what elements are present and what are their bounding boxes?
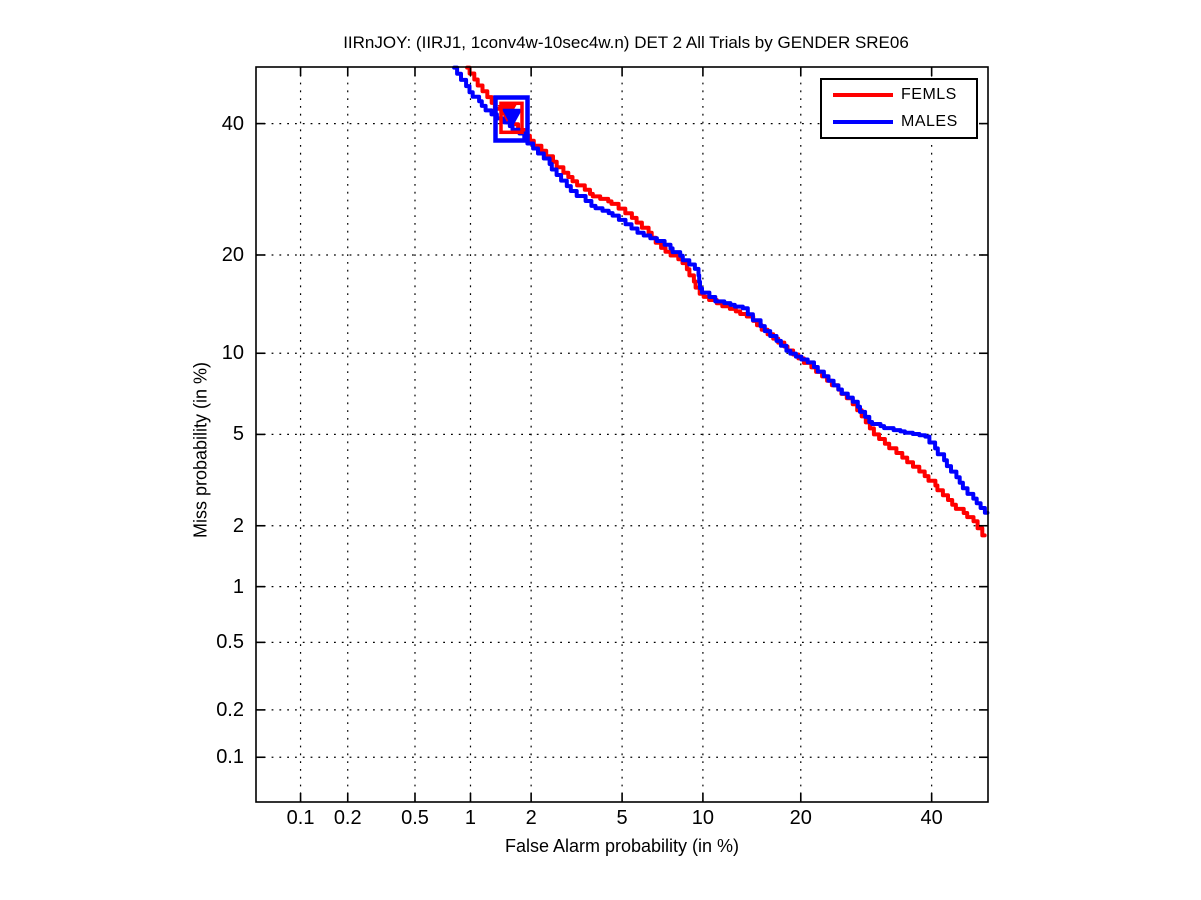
- x-tick-label: 0.1: [286, 807, 315, 829]
- x-tick-label: 0.5: [401, 807, 429, 829]
- axis-box-and-ticks: [255, 66, 989, 803]
- y-tick-label: 2: [232, 514, 244, 537]
- legend-label-femls: FEMLS: [901, 86, 957, 103]
- x-tick-label: 10: [691, 807, 715, 829]
- femls-line-sample-icon: [833, 93, 893, 97]
- x-tick-label: 20: [789, 807, 812, 829]
- dcf-box-marker-males: [493, 95, 530, 143]
- y-tick-label: 0.5: [216, 631, 244, 654]
- det-curves: [452, 65, 990, 538]
- x-axis-label: False Alarm probability (in %): [504, 836, 740, 856]
- males-line-sample-icon: [833, 120, 893, 124]
- grid-lines: [256, 67, 988, 802]
- x-tick-label: 5: [616, 807, 628, 829]
- y-tick-label: 10: [221, 342, 244, 365]
- y-axis-label: Miss probability (in %): [190, 361, 211, 539]
- operating-point-markers: [493, 95, 530, 143]
- y-tick-label: 40: [221, 112, 244, 135]
- curve-femls: [465, 65, 987, 538]
- y-tick-label: 0.2: [216, 698, 244, 721]
- legend-item-males: MALES: [822, 110, 976, 134]
- plot-title: IIRnJOY: (IIRJ1, 1conv4w-10sec4w.n) DET …: [343, 33, 909, 52]
- curve-males: [452, 65, 990, 515]
- dcf-box-marker-femls: [499, 101, 524, 135]
- y-tick-label: 0.1: [216, 746, 244, 769]
- y-tick-label: 20: [221, 243, 244, 266]
- y-tick-label: 5: [232, 423, 244, 446]
- x-tick-label: 1: [464, 807, 477, 829]
- x-tick-label: 2: [525, 807, 537, 829]
- legend-label-males: MALES: [901, 113, 958, 130]
- x-tick-label: 40: [920, 807, 943, 829]
- x-tick-label: 0.2: [333, 807, 362, 829]
- y-tick-label: 1: [232, 575, 244, 598]
- legend: FEMLS MALES: [820, 78, 978, 139]
- legend-item-femls: FEMLS: [822, 83, 976, 107]
- min-dcf-marker-males: [501, 108, 523, 128]
